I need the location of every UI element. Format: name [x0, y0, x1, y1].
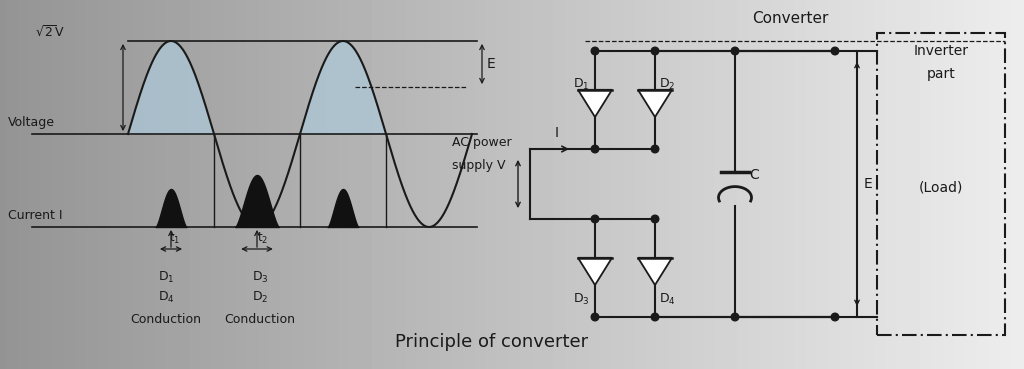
Text: Converter: Converter — [752, 11, 828, 26]
Circle shape — [651, 47, 658, 55]
Circle shape — [831, 313, 839, 321]
Text: D$_3$: D$_3$ — [252, 270, 268, 285]
Text: t$_1$: t$_1$ — [169, 231, 180, 246]
Circle shape — [651, 215, 658, 223]
Circle shape — [651, 145, 658, 153]
Text: D$_1$: D$_1$ — [158, 270, 174, 285]
Text: t$_2$: t$_2$ — [257, 231, 268, 246]
Polygon shape — [638, 90, 672, 117]
Text: D$_1$: D$_1$ — [573, 77, 590, 92]
Text: $\sqrt{2}$V: $\sqrt{2}$V — [35, 25, 65, 40]
Circle shape — [591, 215, 599, 223]
Text: Principle of converter: Principle of converter — [395, 333, 589, 351]
Circle shape — [591, 47, 599, 55]
Text: D$_3$: D$_3$ — [573, 292, 590, 307]
Circle shape — [831, 47, 839, 55]
Text: AC power: AC power — [452, 136, 512, 149]
Text: Inverter: Inverter — [913, 44, 969, 58]
Text: D$_2$: D$_2$ — [659, 77, 676, 92]
Text: D$_2$: D$_2$ — [252, 290, 268, 305]
Text: D$_4$: D$_4$ — [659, 292, 676, 307]
Text: E: E — [487, 57, 496, 71]
Text: part: part — [927, 67, 955, 81]
Circle shape — [591, 313, 599, 321]
Polygon shape — [578, 258, 612, 285]
Text: supply V: supply V — [452, 159, 506, 172]
Text: Conduction: Conduction — [130, 313, 202, 326]
Text: I: I — [555, 126, 559, 140]
Text: C: C — [749, 168, 759, 182]
Text: Conduction: Conduction — [224, 313, 296, 326]
Circle shape — [591, 145, 599, 153]
Text: E: E — [864, 177, 872, 191]
Text: Current I: Current I — [8, 209, 62, 222]
Circle shape — [651, 313, 658, 321]
Polygon shape — [578, 90, 612, 117]
Text: Voltage: Voltage — [8, 116, 55, 129]
Text: D$_4$: D$_4$ — [158, 290, 174, 305]
Polygon shape — [638, 258, 672, 285]
Circle shape — [731, 47, 738, 55]
Circle shape — [731, 313, 738, 321]
Text: (Load): (Load) — [919, 181, 964, 195]
